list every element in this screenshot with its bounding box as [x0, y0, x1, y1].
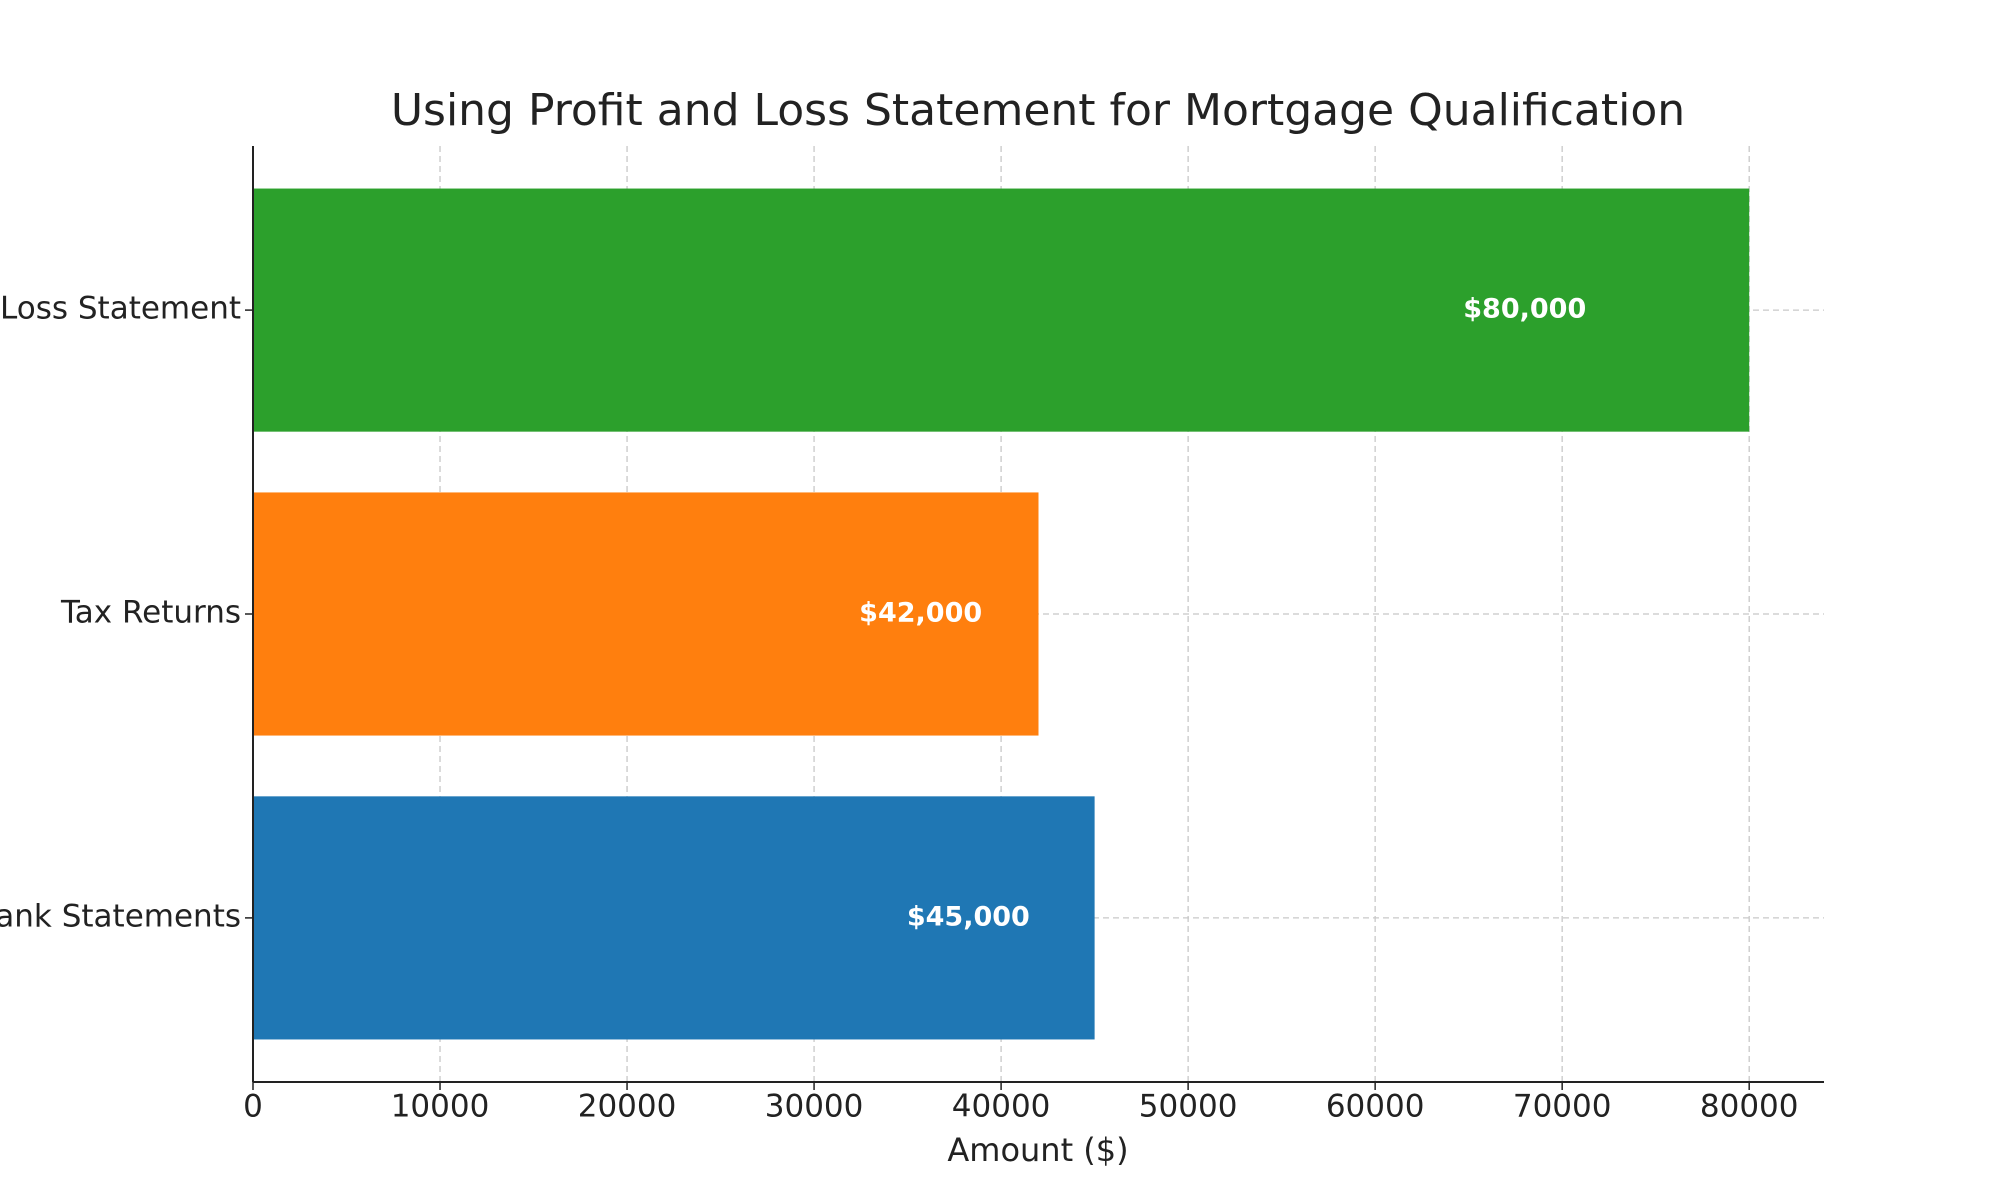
bar — [253, 492, 1039, 736]
x-tick-label: 50000 — [1139, 1089, 1238, 1125]
x-tick-label: 20000 — [578, 1089, 677, 1125]
x-tick-label: 60000 — [1326, 1089, 1425, 1125]
x-tick-label: 10000 — [391, 1089, 490, 1125]
y-tick-label: Profit and Loss Statement — [0, 291, 241, 327]
x-tick-label: 70000 — [1513, 1089, 1612, 1125]
bar — [253, 796, 1095, 1040]
y-tick-label: Tax Returns — [60, 595, 241, 631]
x-tick-label: 30000 — [765, 1089, 864, 1125]
x-tick-label: 40000 — [952, 1089, 1051, 1125]
chart-title: Using Profit and Loss Statement for Mort… — [391, 85, 1685, 136]
value-label: $45,000 — [907, 901, 1030, 932]
x-tick-label: 0 — [243, 1089, 263, 1125]
value-label: $42,000 — [859, 598, 982, 629]
bar — [253, 188, 1750, 432]
x-axis-label: Amount ($) — [947, 1131, 1128, 1169]
x-tick-label: 80000 — [1700, 1089, 1799, 1125]
value-label: $80,000 — [1463, 294, 1586, 325]
y-tick-label: Bank Statements — [0, 898, 241, 934]
